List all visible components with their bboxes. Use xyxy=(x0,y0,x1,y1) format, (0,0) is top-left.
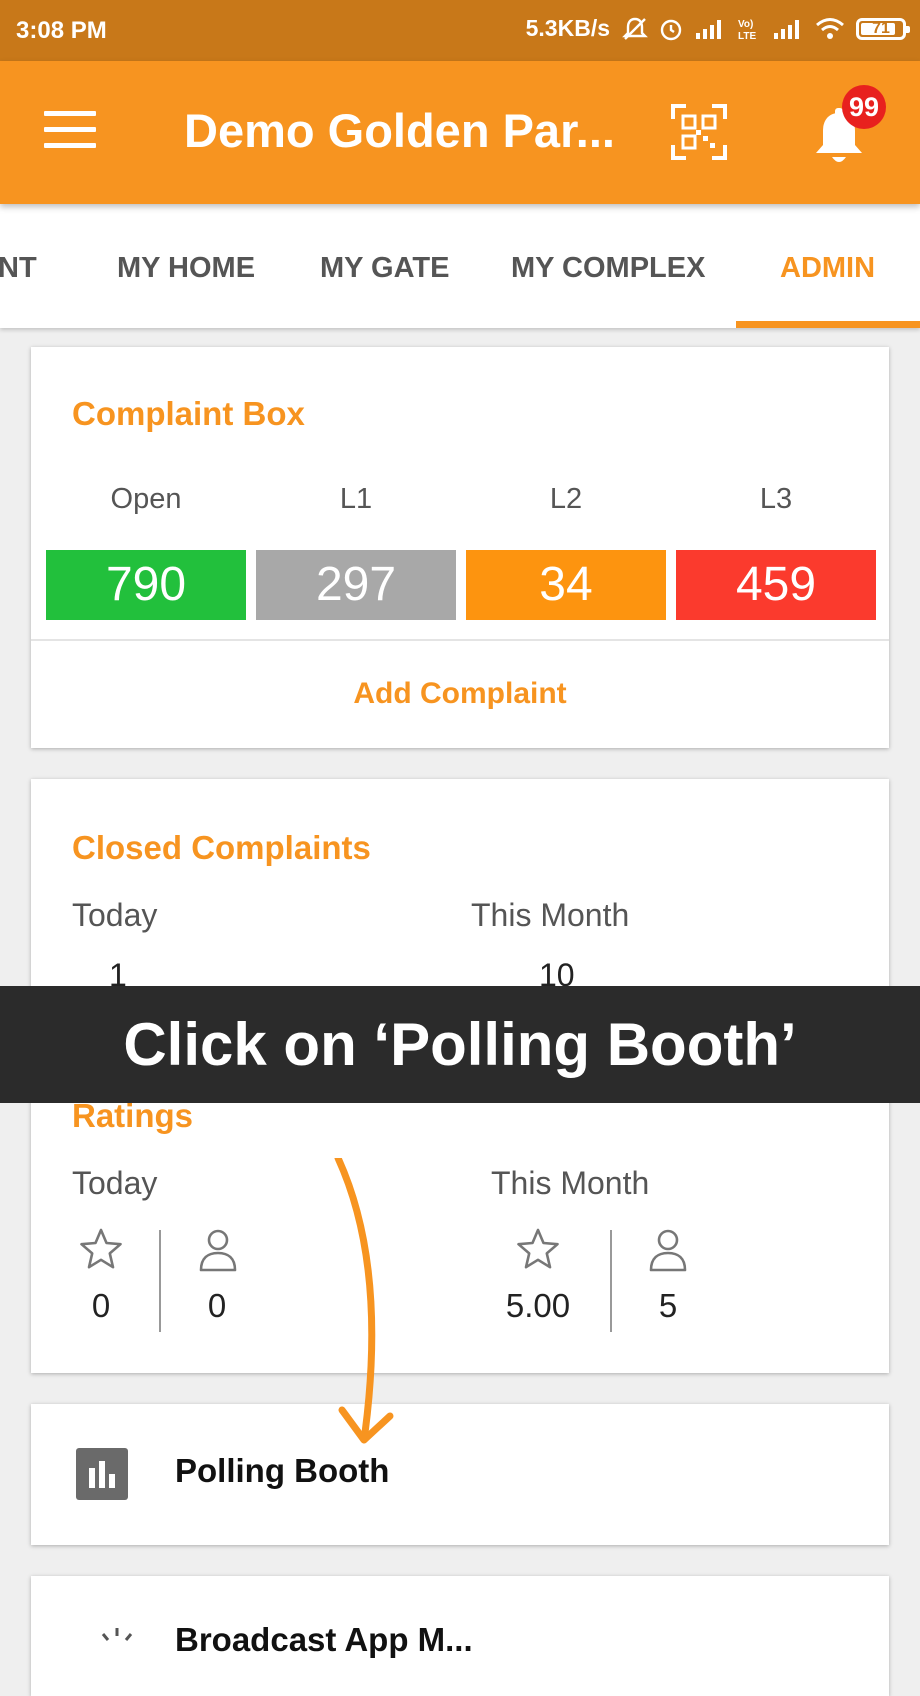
complaint-open-count[interactable]: 790 xyxy=(46,550,246,620)
polling-booth-card[interactable]: Polling Booth xyxy=(31,1404,889,1545)
closed-month-label: This Month xyxy=(471,897,630,933)
ratings-month-score: 5.00 xyxy=(505,1287,571,1324)
status-bar: 3:08 PM 5.3KB/s Vo) LTE 71 xyxy=(0,0,920,61)
complaint-l3-count[interactable]: 459 xyxy=(676,550,876,620)
broadcast-icon xyxy=(101,1628,133,1641)
broadcast-app-card[interactable]: Broadcast App M... xyxy=(31,1576,889,1696)
complaint-l3-label: L3 xyxy=(759,483,793,515)
svg-text:LTE: LTE xyxy=(738,31,756,42)
tab-admin[interactable]: ADMIN xyxy=(780,252,876,284)
status-icons: 5.3KB/s Vo) LTE 71 xyxy=(525,15,910,42)
qr-scan-icon[interactable] xyxy=(670,103,728,161)
mute-bell-icon xyxy=(622,16,648,42)
closed-complaints-title: Closed Complaints xyxy=(72,829,371,866)
star-icon xyxy=(517,1228,559,1269)
tutorial-banner: Click on ‘Polling Booth’ xyxy=(0,986,920,1103)
complaint-l1-count[interactable]: 297 xyxy=(256,550,456,620)
signal-icon xyxy=(694,17,726,41)
net-speed: 5.3KB/s xyxy=(525,15,610,41)
wifi-icon xyxy=(814,16,846,42)
tab-my-gate[interactable]: MY GATE xyxy=(320,252,450,284)
hamburger-menu-icon[interactable] xyxy=(44,111,96,151)
app-bar: Demo Golden Par... 99 xyxy=(0,61,920,204)
volte-icon: Vo) LTE xyxy=(736,16,762,42)
svg-text:Vo): Vo) xyxy=(738,19,753,30)
bar-chart-icon xyxy=(76,1448,128,1500)
divider xyxy=(159,1230,161,1332)
complaint-open-label: Open xyxy=(110,483,182,515)
active-tab-indicator xyxy=(736,321,920,328)
closed-complaints-card: Closed Complaints Today This Month 1 10 xyxy=(31,779,889,1017)
pointer-arrow-icon xyxy=(334,1158,394,1444)
divider xyxy=(31,639,889,641)
ratings-month-users: 5 xyxy=(658,1287,678,1324)
ratings-title: Ratings xyxy=(72,1097,194,1134)
user-icon xyxy=(649,1229,687,1272)
complaint-l2-count[interactable]: 34 xyxy=(466,550,666,620)
star-icon xyxy=(80,1228,122,1269)
complaint-box-card: Complaint Box Open L1 L2 L3 790 297 34 4… xyxy=(31,347,889,748)
ratings-month-label: This Month xyxy=(491,1165,650,1201)
closed-today-value: 1 xyxy=(109,957,127,993)
app-title: Demo Golden Par... xyxy=(184,104,615,157)
tab-bar: NT MY HOME MY GATE MY COMPLEX ADMIN xyxy=(0,204,920,328)
ratings-today-users: 0 xyxy=(207,1287,227,1324)
tab-my-complex[interactable]: MY COMPLEX xyxy=(511,252,706,284)
user-icon xyxy=(199,1229,237,1272)
divider xyxy=(610,1230,612,1332)
complaint-l2-label: L2 xyxy=(549,483,583,515)
battery-level: 71 xyxy=(872,19,890,37)
battery-icon: 71 xyxy=(856,17,910,40)
alarm-icon xyxy=(658,16,684,42)
ratings-today-score: 0 xyxy=(91,1287,111,1324)
tab-partial[interactable]: NT xyxy=(0,252,37,284)
add-complaint-button[interactable]: Add Complaint xyxy=(353,677,567,710)
ratings-today-label: Today xyxy=(72,1165,158,1201)
complaint-l1-label: L1 xyxy=(339,483,373,515)
broadcast-app-label: Broadcast App M... xyxy=(175,1621,473,1658)
status-time: 3:08 PM xyxy=(16,17,107,44)
tab-my-home[interactable]: MY HOME xyxy=(117,252,256,284)
notification-badge: 99 xyxy=(842,85,886,129)
complaint-box-title: Complaint Box xyxy=(72,395,305,432)
closed-today-label: Today xyxy=(72,897,158,933)
signal-icon-2 xyxy=(772,17,804,41)
polling-booth-label: Polling Booth xyxy=(175,1452,390,1489)
